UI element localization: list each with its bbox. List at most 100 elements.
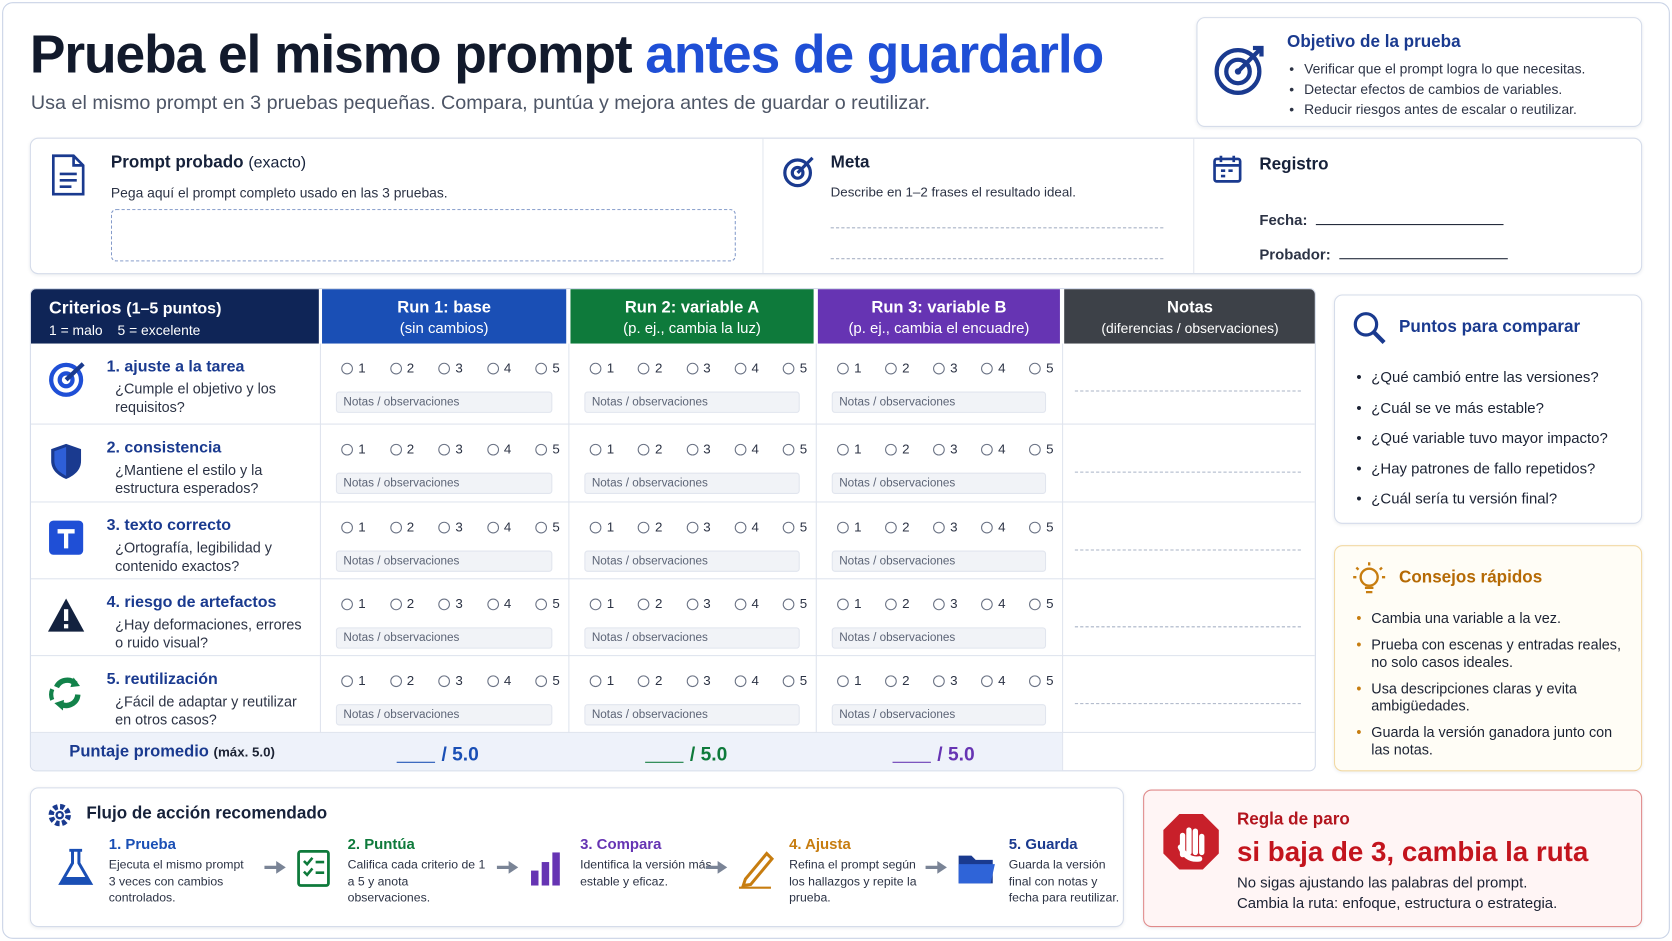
rating-option[interactable]: 5 (782, 442, 807, 457)
rating-option[interactable]: 4 (734, 596, 759, 611)
rating-option[interactable]: 5 (535, 361, 560, 376)
rating-option[interactable]: 3 (686, 361, 711, 376)
rating-option[interactable]: 2 (637, 520, 662, 535)
radio-circle[interactable] (782, 362, 795, 374)
radio-circle[interactable] (438, 597, 450, 610)
rating-option[interactable]: 2 (885, 520, 910, 535)
radio-circle[interactable] (637, 597, 650, 610)
radio-circle[interactable] (438, 674, 450, 687)
radio-circle[interactable] (589, 362, 602, 374)
notes-field[interactable]: Notas / observaciones (584, 704, 800, 726)
radio-circle[interactable] (1029, 521, 1041, 533)
rating-option[interactable]: 1 (341, 596, 366, 611)
rating-option[interactable]: 5 (535, 442, 560, 457)
rating-option[interactable]: 3 (438, 596, 463, 611)
notes-field[interactable]: Notas / observaciones (335, 550, 553, 572)
rating-option[interactable]: 2 (885, 596, 910, 611)
radio-circle[interactable] (389, 521, 402, 533)
rating-option[interactable]: 3 (933, 361, 958, 376)
rating-option[interactable]: 2 (637, 442, 662, 457)
radio-circle[interactable] (981, 597, 993, 610)
rating-option[interactable]: 1 (589, 673, 614, 688)
rating-option[interactable]: 1 (341, 361, 366, 376)
radio-circle[interactable] (981, 443, 993, 456)
notes-line[interactable] (1074, 471, 1301, 473)
rating-option[interactable]: 3 (438, 361, 463, 376)
notes-field[interactable]: Notas / observaciones (831, 704, 1047, 726)
radio-circle[interactable] (1029, 362, 1041, 374)
radio-circle[interactable] (1029, 443, 1041, 456)
score-blank[interactable] (645, 761, 684, 763)
radio-circle[interactable] (637, 521, 650, 533)
rating-option[interactable]: 1 (589, 361, 614, 376)
rating-option[interactable]: 3 (933, 673, 958, 688)
radio-circle[interactable] (637, 674, 650, 687)
radio-circle[interactable] (438, 443, 450, 456)
rating-option[interactable]: 4 (486, 673, 511, 688)
radio-circle[interactable] (637, 362, 650, 374)
rating-option[interactable]: 5 (535, 520, 560, 535)
radio-circle[interactable] (1029, 597, 1041, 610)
radio-circle[interactable] (981, 674, 993, 687)
notes-field[interactable]: Notas / observaciones (584, 627, 800, 649)
rating-option[interactable]: 4 (486, 596, 511, 611)
rating-option[interactable]: 4 (486, 361, 511, 376)
radio-circle[interactable] (637, 443, 650, 456)
notes-field[interactable]: Notas / observaciones (335, 704, 553, 726)
notes-field[interactable]: Notas / observaciones (831, 472, 1047, 494)
radio-circle[interactable] (885, 362, 897, 374)
radio-circle[interactable] (782, 521, 795, 533)
rating-option[interactable]: 4 (486, 442, 511, 457)
radio-circle[interactable] (885, 443, 897, 456)
score-blank[interactable] (396, 761, 436, 763)
radio-circle[interactable] (486, 597, 499, 610)
radio-circle[interactable] (837, 597, 849, 610)
notes-field[interactable]: Notas / observaciones (831, 550, 1047, 572)
notes-line[interactable] (1074, 626, 1301, 628)
notes-field[interactable]: Notas / observaciones (335, 627, 553, 649)
rating-option[interactable]: 2 (885, 442, 910, 457)
radio-circle[interactable] (933, 362, 945, 374)
radio-circle[interactable] (933, 443, 945, 456)
rating-option[interactable]: 4 (486, 520, 511, 535)
rating-option[interactable]: 5 (1029, 596, 1053, 611)
radio-circle[interactable] (535, 597, 548, 610)
radio-circle[interactable] (589, 597, 602, 610)
rating-option[interactable]: 3 (438, 520, 463, 535)
rating-option[interactable]: 3 (686, 596, 711, 611)
notes-field[interactable]: Notas / observaciones (335, 472, 553, 494)
rating-option[interactable]: 1 (589, 442, 614, 457)
notes-field[interactable]: Notas / observaciones (584, 391, 800, 413)
radio-circle[interactable] (782, 443, 795, 456)
radio-circle[interactable] (486, 443, 499, 456)
score-blank[interactable] (892, 761, 931, 763)
rating-option[interactable]: 5 (782, 673, 807, 688)
rating-option[interactable]: 4 (734, 442, 759, 457)
notes-field[interactable]: Notas / observaciones (831, 627, 1047, 649)
rating-option[interactable]: 3 (438, 442, 463, 457)
rating-option[interactable]: 5 (782, 520, 807, 535)
rating-option[interactable]: 2 (637, 596, 662, 611)
radio-circle[interactable] (589, 443, 602, 456)
rating-option[interactable]: 4 (981, 673, 1005, 688)
rating-option[interactable]: 5 (1029, 520, 1053, 535)
radio-circle[interactable] (389, 362, 402, 374)
rating-option[interactable]: 3 (933, 520, 958, 535)
radio-circle[interactable] (885, 674, 897, 687)
radio-circle[interactable] (535, 521, 548, 533)
rating-option[interactable]: 1 (837, 520, 862, 535)
rating-option[interactable]: 1 (589, 596, 614, 611)
radio-circle[interactable] (734, 443, 747, 456)
notes-field[interactable]: Notas / observaciones (584, 472, 800, 494)
rating-option[interactable]: 3 (686, 442, 711, 457)
notes-line[interactable] (1074, 703, 1301, 705)
radio-circle[interactable] (486, 521, 499, 533)
rating-option[interactable]: 3 (933, 442, 958, 457)
rating-option[interactable]: 1 (341, 520, 366, 535)
rating-option[interactable]: 1 (837, 673, 862, 688)
radio-circle[interactable] (837, 443, 849, 456)
radio-circle[interactable] (341, 443, 353, 456)
radio-circle[interactable] (734, 597, 747, 610)
rating-option[interactable]: 3 (438, 673, 463, 688)
rating-option[interactable]: 3 (686, 520, 711, 535)
